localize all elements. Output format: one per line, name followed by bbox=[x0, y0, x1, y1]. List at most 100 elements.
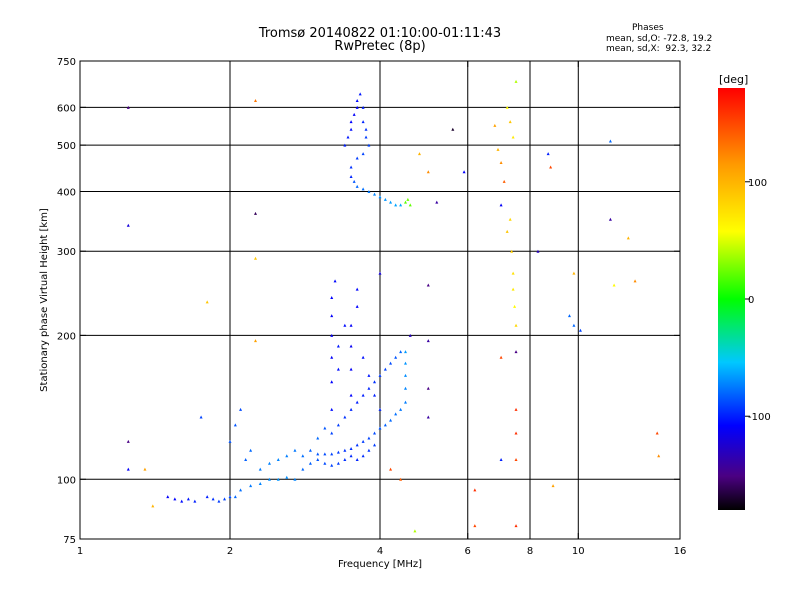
data-point bbox=[349, 165, 353, 169]
data-point bbox=[151, 504, 155, 508]
data-point bbox=[567, 314, 571, 318]
data-point bbox=[349, 446, 353, 450]
data-point bbox=[330, 333, 334, 337]
y-tick-label: 400 bbox=[57, 187, 76, 198]
data-point bbox=[361, 454, 365, 458]
data-point bbox=[267, 461, 271, 465]
phases-o-mode-stats: mean, sd,O: -72.8, 19.2 bbox=[606, 34, 713, 44]
data-point bbox=[435, 200, 439, 204]
data-point bbox=[355, 287, 359, 291]
x-tick-label: 8 bbox=[527, 546, 533, 557]
data-point bbox=[316, 457, 320, 461]
data-point bbox=[378, 373, 382, 377]
data-point bbox=[349, 323, 353, 327]
x-tick-label: 16 bbox=[674, 546, 687, 557]
data-point bbox=[367, 386, 371, 390]
y-axis-label: Stationary phase Virtual Height [km] bbox=[39, 208, 50, 392]
data-point bbox=[276, 457, 280, 461]
data-point bbox=[364, 127, 368, 131]
data-point bbox=[536, 249, 540, 253]
data-point bbox=[355, 156, 359, 160]
data-point bbox=[426, 283, 430, 287]
data-point bbox=[394, 203, 398, 207]
data-point bbox=[323, 426, 327, 430]
data-point bbox=[361, 439, 365, 443]
data-point bbox=[333, 279, 337, 283]
data-point bbox=[217, 499, 221, 503]
phases-heading: Phases bbox=[632, 23, 664, 33]
data-point bbox=[394, 355, 398, 359]
data-point bbox=[572, 323, 576, 327]
data-point bbox=[258, 467, 262, 471]
data-point bbox=[349, 344, 353, 348]
data-point bbox=[578, 328, 582, 332]
data-point bbox=[253, 256, 257, 260]
data-point bbox=[511, 135, 515, 139]
data-point bbox=[399, 350, 403, 354]
data-point bbox=[549, 165, 553, 169]
data-point bbox=[173, 497, 177, 501]
data-point bbox=[367, 436, 371, 440]
data-point bbox=[389, 418, 393, 422]
data-point bbox=[349, 127, 353, 131]
data-point bbox=[426, 170, 430, 174]
data-point bbox=[361, 355, 365, 359]
data-point bbox=[349, 454, 353, 458]
data-point bbox=[608, 139, 612, 143]
data-point bbox=[473, 524, 477, 528]
data-point bbox=[499, 203, 503, 207]
data-point bbox=[358, 92, 362, 96]
data-point bbox=[514, 457, 518, 461]
data-point bbox=[308, 448, 312, 452]
data-point bbox=[355, 105, 359, 109]
data-point bbox=[496, 147, 500, 151]
data-point bbox=[513, 304, 517, 308]
x-tick-label: 1 bbox=[77, 546, 83, 557]
data-point bbox=[508, 120, 512, 124]
data-point bbox=[406, 197, 410, 201]
data-point bbox=[126, 223, 130, 227]
data-point bbox=[505, 105, 509, 109]
data-point bbox=[343, 323, 347, 327]
data-point bbox=[336, 450, 340, 454]
data-point bbox=[276, 477, 280, 481]
data-point bbox=[378, 271, 382, 275]
data-point bbox=[378, 407, 382, 411]
data-point bbox=[233, 423, 237, 427]
data-point bbox=[349, 174, 353, 178]
data-point bbox=[426, 386, 430, 390]
data-point bbox=[514, 323, 518, 327]
data-point bbox=[323, 452, 327, 456]
data-point bbox=[126, 105, 130, 109]
y-tick-label: 750 bbox=[57, 57, 76, 68]
data-point bbox=[249, 484, 253, 488]
data-point bbox=[505, 229, 509, 233]
data-point bbox=[253, 339, 257, 343]
data-point bbox=[301, 454, 305, 458]
tick-layer: 1 2 4 6 8 10 16 75 100 200 300 400 500 600 750 bbox=[57, 57, 686, 557]
data-point bbox=[399, 407, 403, 411]
data-point bbox=[511, 287, 515, 291]
data-point bbox=[502, 179, 506, 183]
data-point bbox=[330, 463, 334, 467]
data-point bbox=[367, 189, 371, 193]
data-point bbox=[308, 461, 312, 465]
data-point bbox=[451, 127, 455, 131]
data-point bbox=[330, 452, 334, 456]
data-point bbox=[330, 431, 334, 435]
colorbar-tick-label: 0 bbox=[748, 295, 754, 306]
data-point bbox=[249, 448, 253, 452]
y-tick-label: 100 bbox=[57, 475, 76, 486]
data-point bbox=[355, 184, 359, 188]
data-point bbox=[389, 467, 393, 471]
data-point bbox=[572, 271, 576, 275]
data-point bbox=[367, 373, 371, 377]
data-point bbox=[355, 457, 359, 461]
data-point bbox=[413, 529, 417, 533]
data-point bbox=[349, 393, 353, 397]
data-point bbox=[373, 393, 377, 397]
data-point bbox=[403, 361, 407, 365]
data-point bbox=[143, 467, 147, 471]
data-point bbox=[316, 452, 320, 456]
data-point bbox=[330, 355, 334, 359]
